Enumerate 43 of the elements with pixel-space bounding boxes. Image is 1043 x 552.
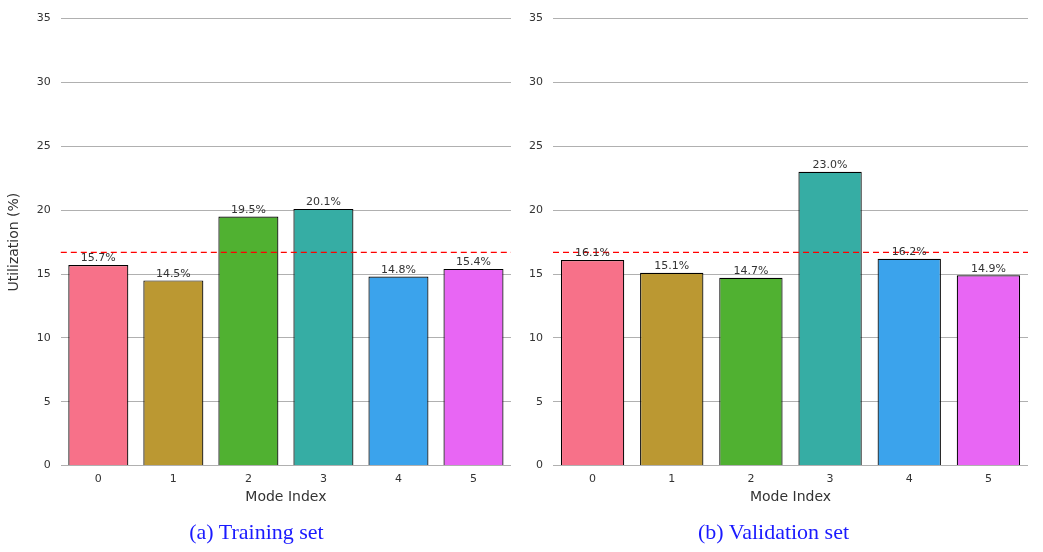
data-label: 15.7% xyxy=(80,251,116,265)
y-tick-label: 15 xyxy=(36,266,51,280)
y-tick-label: 5 xyxy=(536,394,543,408)
data-label: 19.5% xyxy=(230,202,266,216)
y-tick-label: 20 xyxy=(529,203,543,217)
x-tick-label: 1 xyxy=(169,472,177,486)
y-axis-title: Utilization (%) xyxy=(5,192,22,292)
y-tick-label: 0 xyxy=(536,458,543,472)
data-label: 14.8% xyxy=(380,262,416,276)
y-tick-label: 10 xyxy=(529,330,543,344)
x-tick-label: 5 xyxy=(469,472,477,486)
x-tick-label: 5 xyxy=(984,472,992,486)
x-tick-label: 0 xyxy=(589,472,597,486)
y-tick-label: 0 xyxy=(43,458,51,472)
data-label: 15.1% xyxy=(654,259,690,273)
x-axis-title: Mode Index xyxy=(749,487,832,504)
x-tick-label: 4 xyxy=(394,472,402,486)
text: (a) Training set xyxy=(189,518,324,544)
x-tick-label: 1 xyxy=(668,472,676,486)
data-label: 14.7% xyxy=(733,264,769,278)
y-tick-label: 30 xyxy=(529,75,543,89)
x-tick-label: 3 xyxy=(826,472,834,486)
y-tick-label: 5 xyxy=(43,394,51,408)
x-tick-label: 4 xyxy=(905,472,913,486)
x-tick-label: 2 xyxy=(747,472,755,486)
y-tick-label: 20 xyxy=(36,203,51,217)
data-label: 14.5% xyxy=(155,266,191,280)
y-tick-label: 35 xyxy=(36,11,51,25)
y-tick-label: 15 xyxy=(529,266,543,280)
x-tick-label: 0 xyxy=(94,472,102,486)
y-tick-label: 30 xyxy=(36,75,51,89)
data-label: 23.0% xyxy=(812,158,848,172)
y-tick-label: 35 xyxy=(529,11,543,25)
text: (b) Validation set xyxy=(697,518,850,544)
x-axis-title: Mode Index xyxy=(245,487,327,504)
data-label: 15.4% xyxy=(456,255,491,269)
y-tick-label: 25 xyxy=(529,139,543,153)
y-tick-label: 10 xyxy=(36,330,51,344)
x-tick-label: 3 xyxy=(319,472,327,486)
data-label: 14.9% xyxy=(970,261,1006,275)
y-tick-label: 25 xyxy=(36,139,51,153)
x-tick-label: 2 xyxy=(244,472,252,486)
data-label: 20.1% xyxy=(305,195,341,209)
